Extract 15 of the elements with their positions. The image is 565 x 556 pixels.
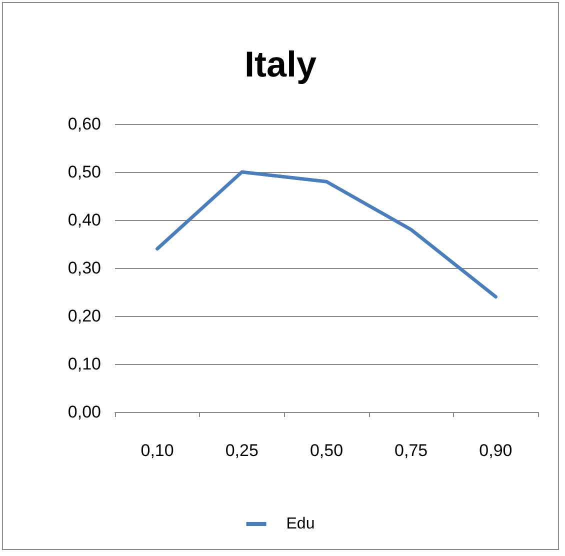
x-tick-label: 0,90 — [479, 441, 512, 460]
y-tick-label: 0,50 — [68, 162, 101, 182]
legend-label: Edu — [286, 516, 315, 532]
y-tick-label: 0,10 — [68, 354, 101, 374]
line-series — [156, 170, 498, 299]
y-tick-label: 0,40 — [68, 210, 101, 230]
x-tick-label: 0,75 — [394, 441, 428, 460]
chart-title: Italy — [244, 44, 317, 84]
y-tick-label: 0,20 — [68, 306, 101, 326]
x-tick-label: 0,10 — [140, 441, 174, 460]
x-tick-label: 0,25 — [225, 441, 258, 460]
x-tick-label: 0,50 — [310, 441, 344, 460]
y-tick-label: 0,30 — [68, 258, 101, 278]
y-tick-label: 0,00 — [68, 402, 101, 422]
y-tick-label: 0,60 — [68, 114, 101, 134]
